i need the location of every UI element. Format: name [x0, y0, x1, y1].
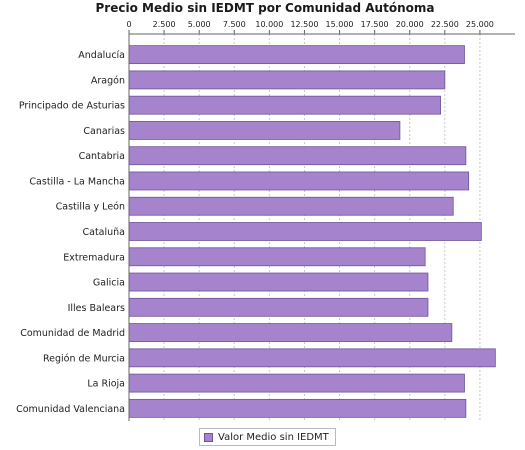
- x-axis-ticks: 0 2.500 5.000 7.500 10.000 12.500 15.000 17.500…: [126, 20, 494, 34]
- category-label: Principado de Asturias: [19, 101, 125, 112]
- x-tick-label: 5.000: [188, 20, 211, 29]
- bar: [128, 45, 465, 65]
- bars: [128, 45, 496, 418]
- x-tick-label: 10.000: [255, 20, 283, 29]
- bar: [128, 146, 467, 166]
- x-tick-label: 22.500: [431, 20, 459, 29]
- category-label: Canarias: [83, 126, 125, 137]
- category-label: Aragón: [91, 75, 125, 86]
- bar: [128, 95, 442, 115]
- legend-swatch: [204, 432, 213, 442]
- bar: [128, 398, 467, 418]
- category-label: Cataluña: [82, 227, 125, 238]
- category-label: Comunidad Valenciana: [16, 404, 125, 415]
- x-tick-label: 2.500: [153, 20, 176, 29]
- x-tick-label: 12.500: [290, 20, 318, 29]
- category-label: Extremadura: [63, 252, 125, 263]
- bar: [128, 373, 465, 393]
- bar: [128, 272, 429, 292]
- x-tick-label: 25.000: [466, 20, 494, 29]
- category-label: Castilla - La Mancha: [29, 176, 125, 187]
- bar: [128, 70, 446, 90]
- bar: [128, 247, 426, 267]
- x-tick-label: 20.000: [396, 20, 424, 29]
- legend: Valor Medio sin IEDMT: [199, 428, 336, 446]
- category-label: Comunidad de Madrid: [20, 328, 125, 339]
- category-label: La Rioja: [87, 379, 125, 390]
- x-tick-label: 15.000: [326, 20, 354, 29]
- bar: [128, 222, 482, 241]
- category-labels: Andalucía Aragón Principado de Asturias Can…: [16, 50, 125, 415]
- category-label: Región de Murcia: [43, 353, 125, 364]
- bar: [128, 323, 453, 342]
- legend-label: Valor Medio sin IEDMT: [218, 431, 329, 443]
- x-tick-label: 17.500: [361, 20, 389, 29]
- category-label: Castilla y León: [56, 202, 125, 213]
- axes: [128, 33, 515, 421]
- category-label: Illes Balears: [68, 303, 125, 314]
- bar: [128, 121, 401, 140]
- x-tick-label: 7.500: [223, 20, 246, 29]
- x-tick-label: 0: [126, 20, 131, 29]
- chart-title: Precio Medio sin IEDMT por Comunidad Aut…: [96, 1, 435, 15]
- category-label: Andalucía: [78, 50, 125, 61]
- bar: [128, 171, 470, 191]
- category-label: Cantabria: [79, 151, 125, 162]
- bar: [128, 348, 496, 368]
- bar: [128, 196, 454, 216]
- category-label: Galicia: [93, 278, 125, 289]
- bar: [128, 297, 429, 317]
